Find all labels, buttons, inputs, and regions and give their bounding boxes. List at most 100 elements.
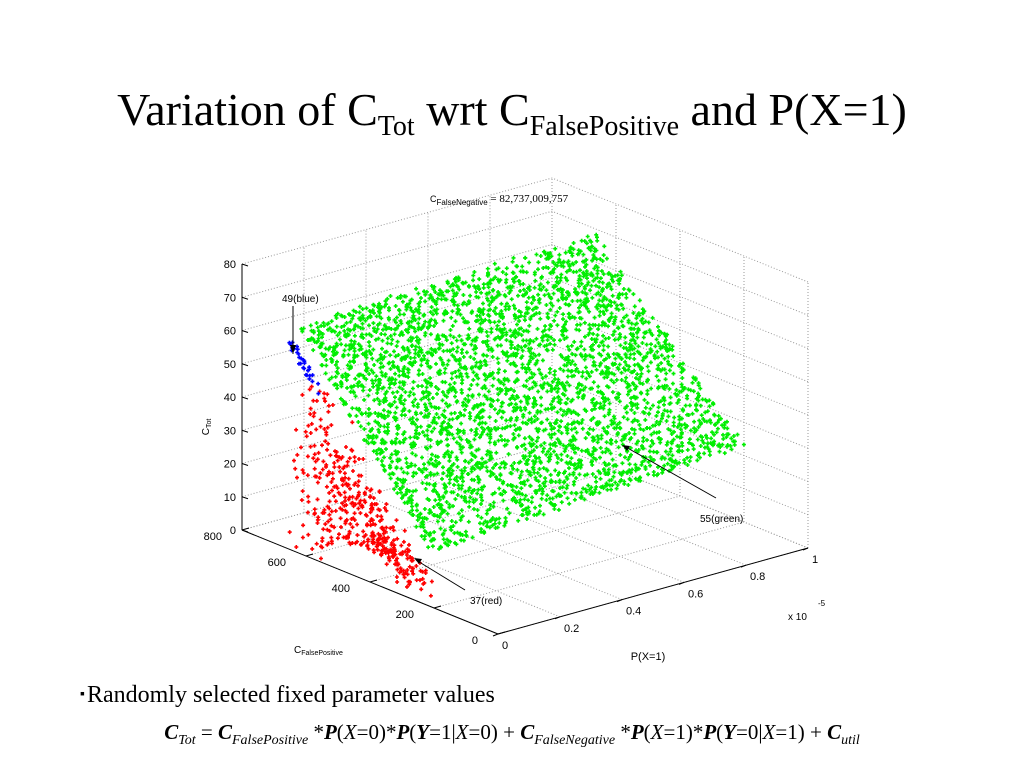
data-point xyxy=(471,278,476,283)
data-point xyxy=(357,304,362,309)
data-point xyxy=(592,315,597,320)
data-point xyxy=(477,392,481,397)
data-point xyxy=(372,363,377,367)
data-point xyxy=(387,305,391,310)
data-point xyxy=(651,403,655,408)
data-point xyxy=(424,414,429,419)
data-point xyxy=(537,484,542,488)
data-point xyxy=(526,295,531,300)
data-point xyxy=(602,414,607,419)
data-point xyxy=(312,410,317,415)
data-point xyxy=(388,526,393,531)
data-point xyxy=(409,324,414,329)
data-point xyxy=(675,400,680,405)
z-tick-label: 80 xyxy=(224,259,236,271)
data-point xyxy=(405,556,410,561)
data-point xyxy=(512,461,517,465)
data-point xyxy=(601,392,605,397)
data-point xyxy=(558,424,562,429)
data-point xyxy=(327,326,332,331)
data-point xyxy=(553,443,558,448)
data-point xyxy=(549,388,554,393)
data-point xyxy=(482,383,487,388)
data-point xyxy=(562,337,567,341)
data-point xyxy=(518,497,523,502)
data-point xyxy=(457,358,462,363)
data-point xyxy=(478,310,483,315)
data-point xyxy=(459,450,464,455)
data-point xyxy=(559,290,564,295)
data-point xyxy=(435,391,439,396)
data-point xyxy=(409,493,414,498)
data-point xyxy=(470,365,475,370)
data-point xyxy=(732,442,737,447)
data-point xyxy=(478,359,483,364)
data-point xyxy=(435,514,440,519)
data-point xyxy=(361,529,366,534)
data-point xyxy=(491,288,496,292)
data-point xyxy=(510,488,515,493)
data-point xyxy=(357,373,362,378)
data-point xyxy=(434,307,439,312)
data-point xyxy=(541,466,546,471)
z-tick xyxy=(241,363,249,367)
data-point xyxy=(679,423,684,428)
data-point xyxy=(481,285,486,290)
data-point xyxy=(690,411,695,416)
data-point xyxy=(459,508,464,513)
data-point xyxy=(501,322,506,327)
data-point xyxy=(335,366,340,371)
data-point xyxy=(637,298,642,303)
data-point xyxy=(395,491,400,496)
data-point xyxy=(316,332,321,337)
data-point xyxy=(511,271,516,275)
data-point xyxy=(402,312,406,317)
data-point xyxy=(294,545,299,549)
data-point xyxy=(662,331,667,336)
data-point xyxy=(609,311,614,316)
y-axis-label: CFalsePositive xyxy=(294,645,343,657)
data-point xyxy=(652,430,657,435)
data-point xyxy=(548,301,553,306)
data-point xyxy=(553,283,558,288)
data-point xyxy=(467,326,472,331)
data-point xyxy=(370,507,375,512)
data-point xyxy=(496,290,501,294)
data-point xyxy=(395,389,400,394)
data-point xyxy=(644,426,649,431)
data-point xyxy=(645,438,649,443)
annotation-green-arrow xyxy=(623,445,717,499)
data-point xyxy=(414,335,419,340)
data-point xyxy=(536,292,541,297)
data-point xyxy=(594,479,599,484)
data-point xyxy=(327,499,332,504)
data-point xyxy=(384,389,389,394)
data-point xyxy=(514,264,519,269)
data-point xyxy=(529,444,534,449)
data-point xyxy=(392,415,396,420)
data-point xyxy=(526,362,531,367)
data-point xyxy=(355,522,360,527)
data-point xyxy=(447,458,452,463)
data-point xyxy=(595,238,600,243)
data-point xyxy=(597,363,602,368)
data-point xyxy=(486,298,490,303)
data-point xyxy=(525,512,530,517)
data-point xyxy=(426,460,431,465)
data-point xyxy=(509,463,514,468)
data-point xyxy=(561,317,565,322)
data-point xyxy=(579,339,584,344)
data-point xyxy=(559,457,564,462)
data-point xyxy=(552,342,557,347)
data-point xyxy=(687,459,692,464)
data-point xyxy=(505,358,510,363)
data-point xyxy=(530,307,535,312)
data-point xyxy=(579,490,584,495)
data-point xyxy=(594,257,599,262)
data-point xyxy=(330,328,335,333)
data-point xyxy=(401,493,406,498)
data-point xyxy=(416,325,421,330)
data-point xyxy=(617,362,622,367)
data-point xyxy=(416,291,421,296)
